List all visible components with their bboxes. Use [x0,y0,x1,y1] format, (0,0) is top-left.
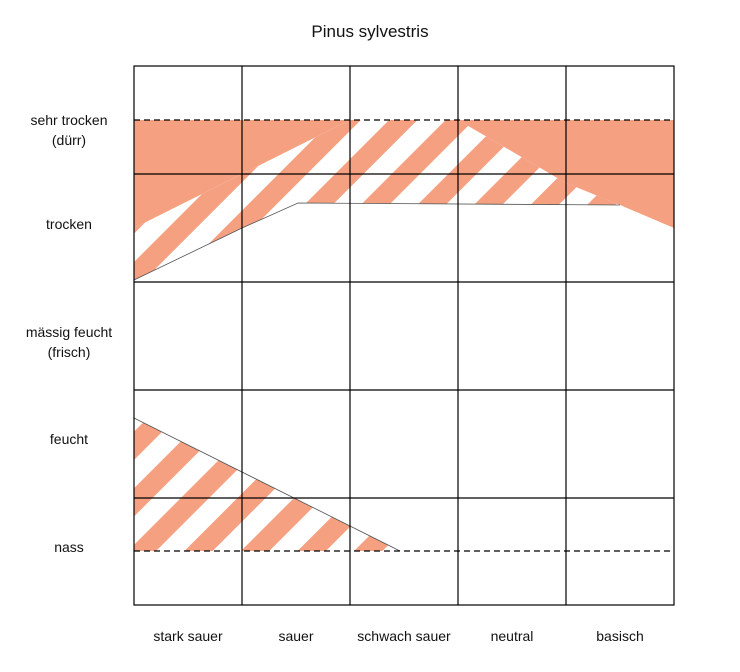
row-label-maessig-feucht: mässig feucht (frisch) [25,324,113,360]
grid [133,65,675,606]
col-label-neutral: neutral [490,628,534,644]
col-label-sauer: sauer [278,628,314,644]
hatched-region-dry-outline [133,202,621,281]
row-label-trocken: trocken [46,216,92,232]
hatched-region-wet-outline [133,417,401,552]
row-label-feucht: feucht [49,431,89,447]
row-label-sehr-trocken: sehr trocken (dürr) [30,112,108,148]
hatched-region-dry [134,120,620,280]
solid-region [134,120,674,228]
row-label-nass: nass [54,539,84,555]
col-label-schwach-sauer: schwach sauer [357,628,451,644]
col-label-basisch: basisch [596,628,644,644]
diagram-title: Pinus sylvestris [311,22,429,41]
col-label-stark-sauer: stark sauer [153,628,223,644]
